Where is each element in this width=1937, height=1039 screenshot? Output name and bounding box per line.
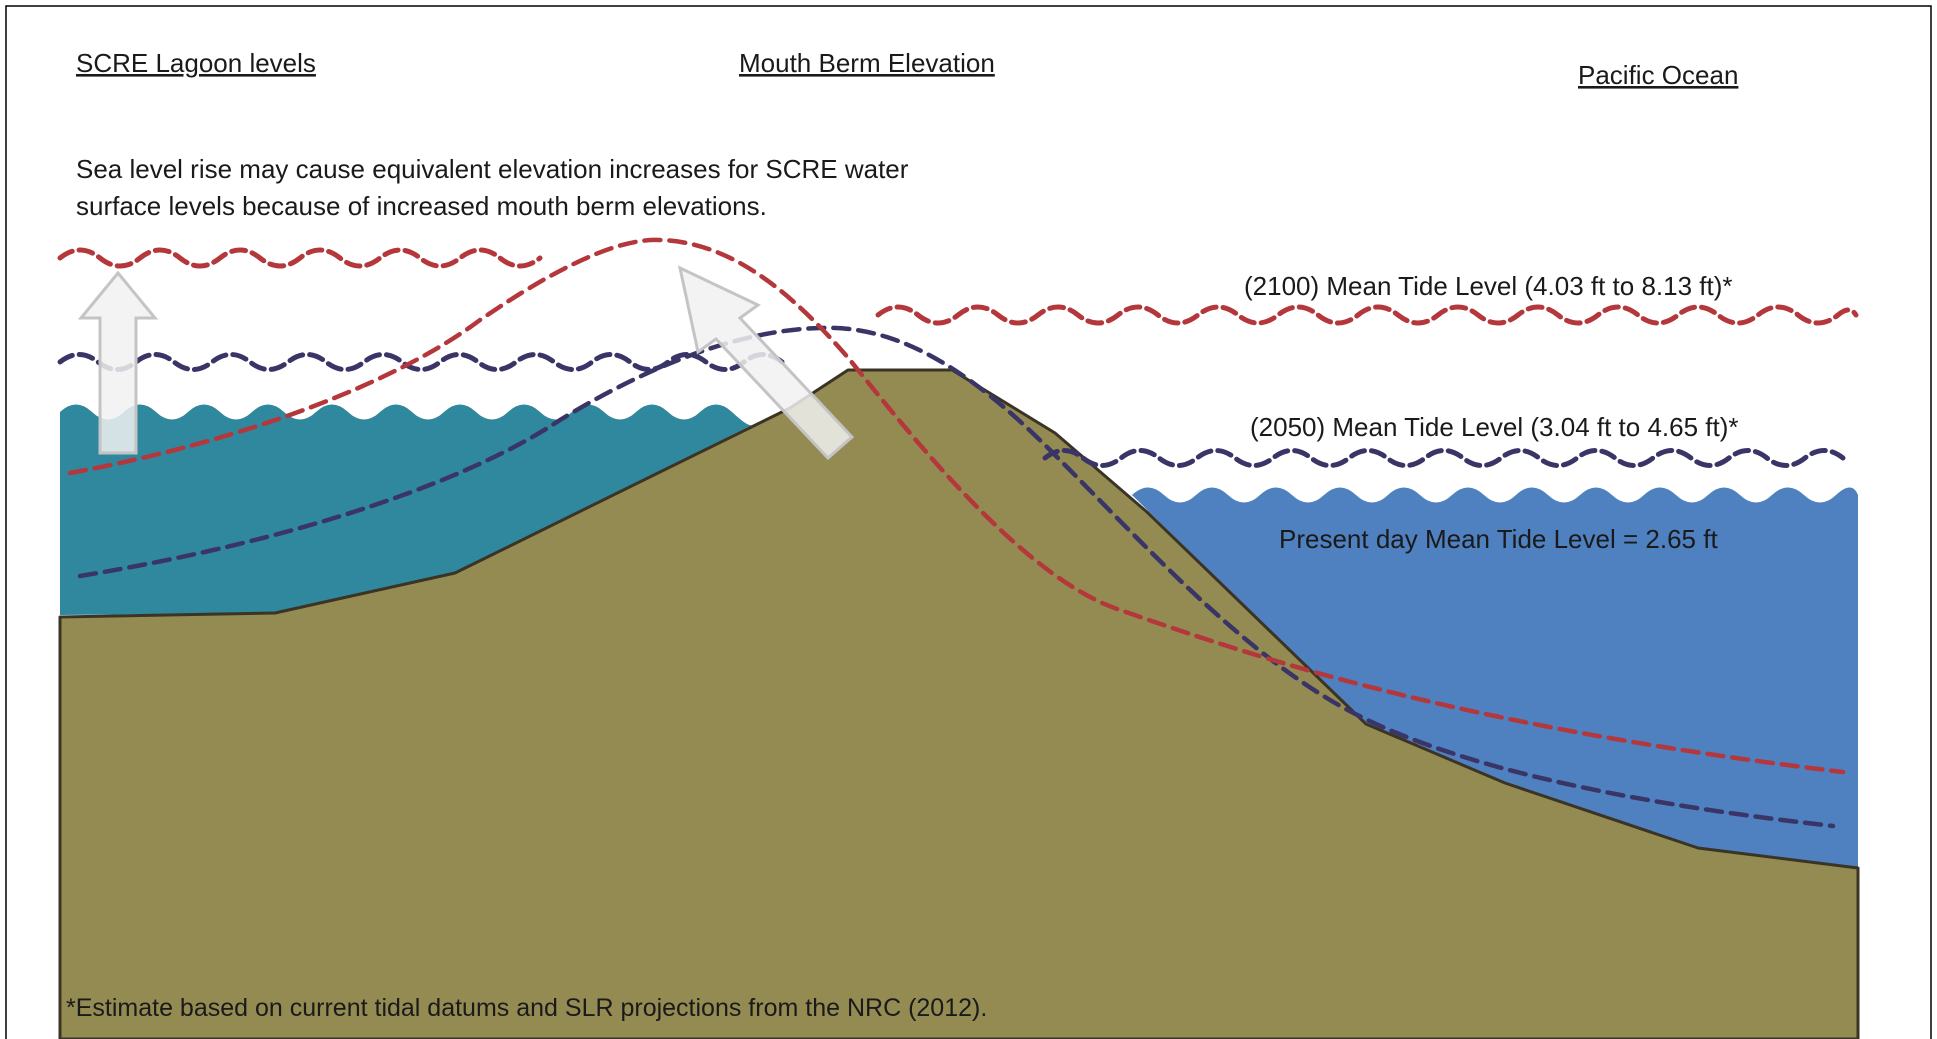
ocean-water: [1132, 487, 1858, 868]
heading-mouth-berm: Mouth Berm Elevation: [739, 48, 995, 78]
berm-profile-2100: [67, 237, 1846, 775]
heading-lagoon-levels: SCRE Lagoon levels: [76, 48, 316, 78]
lagoon-rise-arrow-icon: [77, 270, 159, 455]
label-2050-tide: (2050) Mean Tide Level (3.04 ft to 4.65 …: [1250, 412, 1739, 442]
figure-border: [5, 5, 1932, 1039]
wave-line-2100: [57, 247, 543, 269]
note-line-2: surface levels because of increased mout…: [76, 191, 767, 221]
label-2100-tide: (2100) Mean Tide Level (4.03 ft to 8.13 …: [1244, 271, 1733, 301]
heading-pacific-ocean: Pacific Ocean: [1578, 60, 1738, 90]
berm-rise-arrow-icon: [677, 265, 855, 461]
lagoon-water: [60, 404, 752, 615]
note-line-1: Sea level rise may cause equivalent elev…: [76, 154, 909, 184]
wave-line-2050-ocean: [1042, 448, 1846, 468]
mouth-berm-sand: [58, 368, 1860, 1039]
label-present-tide: Present day Mean Tide Level = 2.65 ft: [1279, 524, 1718, 554]
wave-line-2100-ocean: [875, 304, 1859, 326]
footnote: *Estimate based on current tidal datums …: [66, 994, 987, 1022]
berm-profile-2050: [77, 325, 1836, 829]
